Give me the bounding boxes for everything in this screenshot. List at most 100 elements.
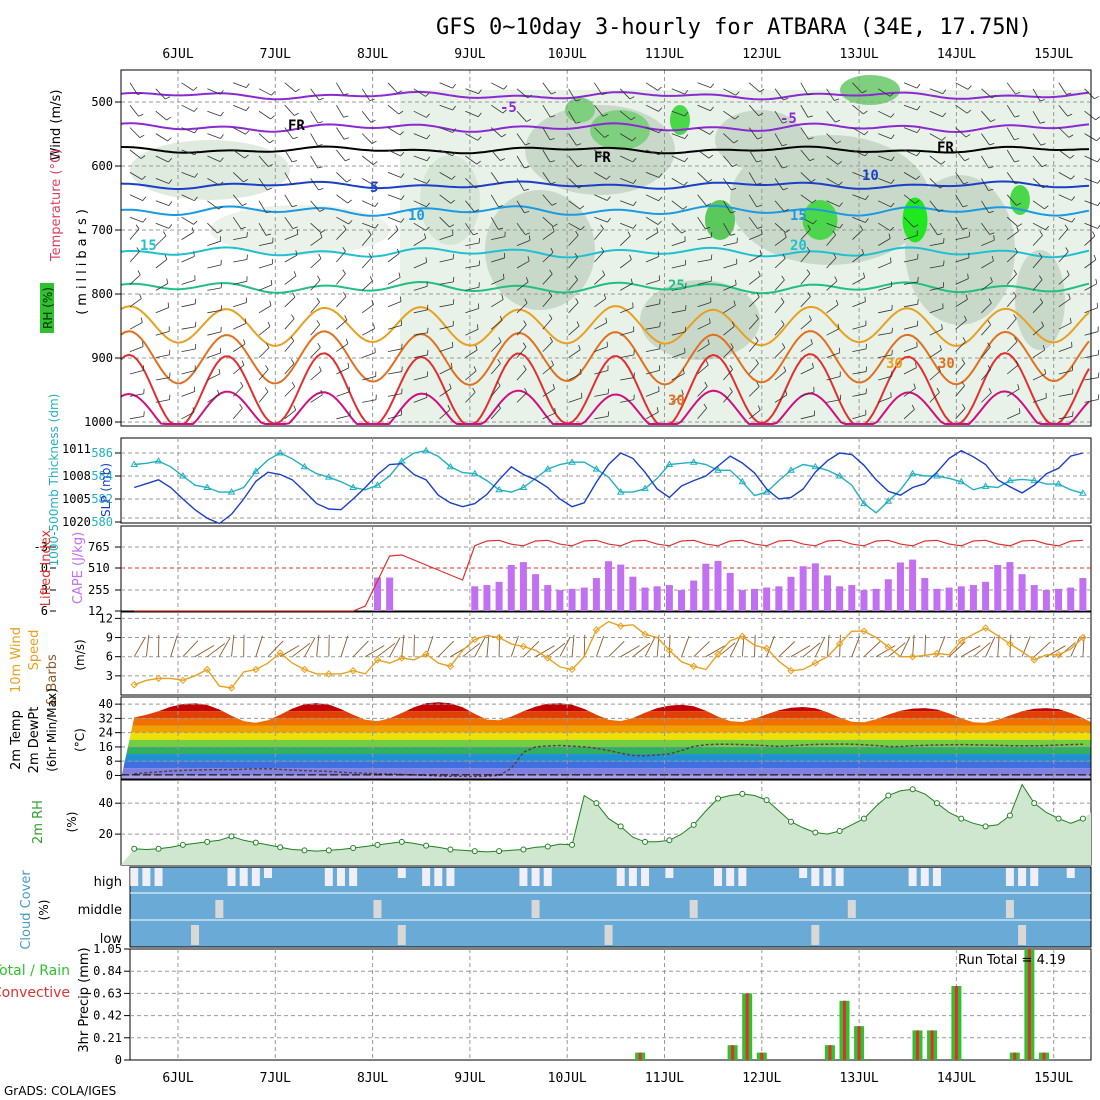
wind-barb-flag: [1044, 205, 1049, 210]
wind-barb: [232, 407, 243, 420]
wind-barb: [129, 127, 141, 138]
wind-barb-flag: [245, 106, 250, 111]
wind-barb: [1032, 279, 1043, 291]
wind-barb-flag: [656, 407, 659, 413]
wind-barb-flag: [1066, 92, 1072, 95]
wind-barb: [800, 296, 811, 308]
wind-barb: [697, 149, 710, 159]
wind-barb: [955, 149, 965, 161]
wind-barb-flag: [1015, 360, 1019, 366]
thickness-tick: 580: [91, 515, 113, 529]
wind-barb: [594, 346, 608, 352]
wind-barb-flag: [1013, 269, 1017, 275]
wind-barb: [619, 259, 632, 269]
wind-barb-flag: [497, 403, 501, 409]
wind-barb-flag: [783, 97, 789, 101]
wind10-point: [300, 665, 309, 674]
wind-barb: [748, 254, 762, 263]
wind-barb: [516, 346, 527, 358]
wind10-point: [154, 674, 163, 683]
lifted-index-line: [134, 539, 1083, 612]
wind-barb: [645, 127, 660, 134]
cape-bar: [507, 564, 515, 611]
wind-barb-flag: [449, 224, 455, 228]
wind-barb: [981, 260, 994, 269]
thickness-line-point: [154, 457, 163, 464]
wind-barb-flag: [939, 345, 942, 351]
wind-barb: [1058, 274, 1070, 285]
wind10-barb: [145, 634, 150, 657]
wind-barb: [181, 82, 194, 91]
wind-barb: [490, 127, 502, 138]
day-label-bottom: 7JUL: [260, 1071, 291, 1086]
wind-barb: [748, 194, 757, 207]
wind-barb-flag: [632, 224, 637, 229]
wind-barb: [826, 155, 839, 165]
wind-barb-flag: [756, 292, 760, 298]
rh2m-point: [204, 838, 211, 845]
wind10-barb: [802, 642, 821, 658]
wind10-barb: [973, 642, 991, 658]
wind-barb: [671, 373, 685, 381]
rh2m-point: [715, 795, 722, 802]
wind-barb-flag: [785, 390, 788, 396]
wind-barb-flag: [838, 181, 843, 186]
wind-barb: [645, 149, 660, 156]
wind-barb: [490, 149, 501, 161]
rh2m-point: [374, 841, 381, 848]
wind-barb-flag: [962, 205, 968, 208]
wind-barb: [697, 127, 711, 135]
wind-barb-flag: [163, 231, 167, 237]
day-label-top: 8JUL: [357, 47, 388, 62]
wind-barb: [310, 347, 321, 358]
cape-bar: [714, 560, 722, 611]
wind-barb-flag: [863, 110, 868, 115]
wind-barb: [516, 133, 526, 146]
wind-barb: [852, 104, 864, 115]
wind-barb-flag: [961, 359, 966, 364]
wind-barb: [1006, 364, 1019, 375]
wind-barb-flag: [525, 232, 531, 235]
wind-barb-flag: [244, 318, 247, 324]
wind-barb: [129, 322, 143, 330]
wind-barb: [207, 222, 218, 234]
wind10-barb: [729, 636, 741, 657]
wind-barb: [465, 178, 476, 189]
wind-barb: [981, 133, 990, 146]
cape-label: CAPE (J/kg): [71, 532, 86, 604]
wind-barb-flag: [576, 321, 580, 327]
wind-barb-flag: [781, 343, 786, 348]
rh-region: [640, 280, 760, 360]
wind-barb-flag: [500, 158, 506, 161]
cape-bar: [884, 579, 892, 611]
wind-barb: [594, 194, 608, 201]
wind10-barb: [304, 637, 316, 657]
wind-barb: [465, 222, 474, 236]
wind-barb: [336, 251, 346, 263]
thickness-line-point: [592, 465, 601, 472]
wind-barb: [852, 414, 866, 420]
wind-barb-flag: [523, 365, 527, 370]
wind10-point: [398, 654, 406, 662]
wind-barb: [723, 155, 733, 167]
wind-barb: [671, 88, 685, 95]
slp-tick: 1008: [62, 469, 91, 483]
wind-barb-flag: [730, 343, 734, 348]
wind-barb: [490, 341, 502, 352]
wind-barb-flag: [426, 134, 431, 140]
wind-barb: [362, 222, 376, 229]
wind-barb-flag: [758, 271, 761, 277]
wind-barb-flag: [780, 297, 785, 303]
wind-barb: [723, 391, 733, 403]
wind-barb: [129, 104, 139, 117]
wind-barb: [491, 278, 505, 285]
contour-label: 20: [790, 238, 807, 254]
wind10-point: [933, 649, 941, 658]
wind-barb: [387, 149, 401, 157]
wind-barb-flag: [1067, 113, 1073, 117]
wind-barb-flag: [243, 179, 248, 183]
wind-barb: [439, 104, 453, 111]
wind-barb: [903, 194, 916, 204]
precip-convective-bar: [638, 1052, 642, 1060]
wind-barb-flag: [450, 362, 453, 368]
